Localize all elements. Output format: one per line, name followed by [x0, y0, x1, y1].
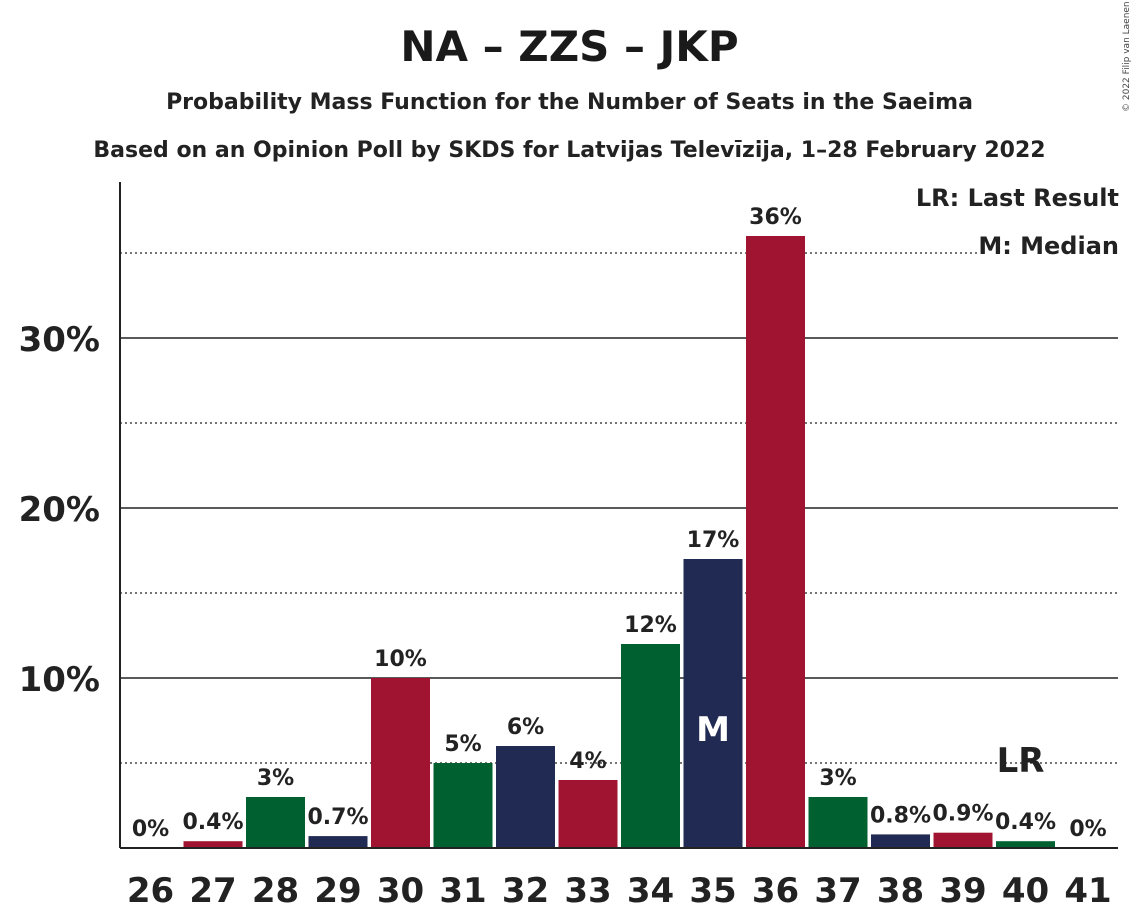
bar-value-label: 12%: [624, 613, 677, 638]
x-tick-label: 30: [377, 871, 424, 911]
x-tick-label: 31: [439, 871, 486, 911]
x-tick-label: 33: [564, 871, 611, 911]
x-tick-label: 39: [939, 871, 986, 911]
bar-value-label: 17%: [687, 528, 740, 553]
bar-value-label: 0.7%: [307, 805, 368, 830]
x-tick-label: 36: [752, 871, 799, 911]
bar: [371, 678, 430, 848]
bar-value-label: 4%: [569, 749, 606, 774]
x-tick-label: 32: [502, 871, 549, 911]
bar-value-label: 0.9%: [932, 802, 993, 827]
bar-value-label: 3%: [257, 766, 294, 791]
x-tick-label: 41: [1064, 871, 1111, 911]
y-tick-label: 20%: [19, 490, 100, 530]
bar: [808, 797, 868, 848]
bar-value-label: 0.4%: [182, 810, 243, 835]
chart-subtitle: Probability Mass Function for the Number…: [166, 90, 973, 115]
legend-last-result: LR: Last Result: [915, 184, 1119, 212]
x-tick-label: 28: [252, 871, 299, 911]
bar-value-label: 5%: [444, 732, 481, 757]
bar: [183, 841, 243, 848]
x-tick-label: 34: [627, 871, 674, 911]
bar-value-label: 3%: [819, 766, 856, 791]
bar: [933, 832, 993, 848]
chart-title: NA – ZZS – JKP: [400, 22, 739, 71]
legend-median: M: Median: [978, 232, 1119, 260]
bar-value-label: 0.8%: [870, 803, 931, 828]
x-tick-label: 38: [877, 871, 924, 911]
bar: [496, 746, 555, 848]
x-tick-label: 26: [127, 871, 174, 911]
x-tick-label: 29: [314, 871, 361, 911]
bar: [558, 780, 618, 848]
median-marker: M: [696, 710, 730, 750]
bar: [871, 834, 930, 848]
bar: [996, 841, 1055, 848]
y-tick-label: 10%: [19, 660, 100, 700]
bar-value-label: 10%: [374, 647, 427, 672]
last-result-marker: LR: [997, 741, 1045, 781]
bar-value-label: 36%: [749, 205, 802, 230]
x-tick-label: 35: [689, 871, 736, 911]
bar-value-label: 0.4%: [995, 810, 1056, 835]
x-tick-label: 40: [1002, 871, 1049, 911]
bar: [746, 236, 805, 848]
bar: [433, 763, 493, 848]
bar: [621, 644, 680, 848]
bar-value-label: 0%: [132, 817, 169, 842]
y-tick-label: 30%: [19, 320, 100, 360]
bar-value-label: 0%: [1069, 817, 1106, 842]
bar: [683, 559, 743, 848]
bar: [246, 797, 305, 848]
chart-subtitle-source: Based on an Opinion Poll by SKDS for Lat…: [93, 138, 1046, 163]
x-tick-label: 27: [189, 871, 236, 911]
bar: [308, 836, 368, 848]
bar-value-label: 6%: [507, 715, 544, 740]
x-tick-label: 37: [814, 871, 861, 911]
